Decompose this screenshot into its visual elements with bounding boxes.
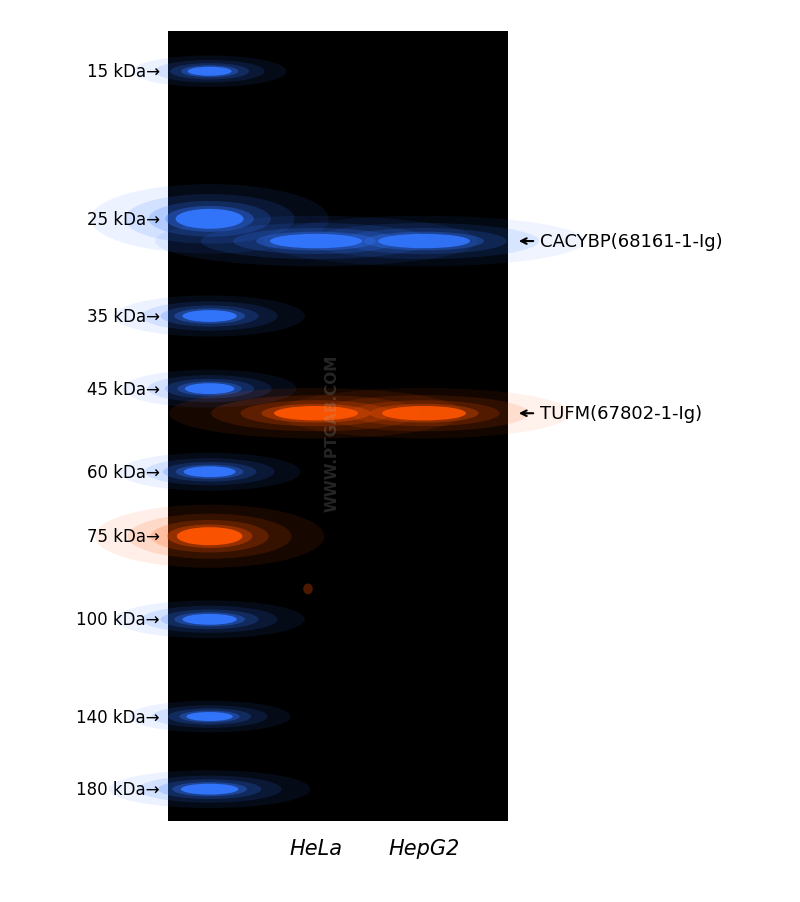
Ellipse shape (167, 525, 252, 548)
Ellipse shape (174, 309, 245, 325)
Ellipse shape (123, 370, 297, 408)
Text: 180 kDa→: 180 kDa→ (77, 780, 160, 798)
Ellipse shape (263, 216, 585, 267)
Ellipse shape (364, 233, 484, 251)
Ellipse shape (172, 782, 247, 796)
Ellipse shape (341, 229, 507, 254)
Text: 15 kDa→: 15 kDa→ (87, 63, 160, 81)
Text: 25 kDa→: 25 kDa→ (87, 210, 160, 228)
Ellipse shape (165, 380, 254, 399)
Ellipse shape (182, 614, 237, 625)
Ellipse shape (178, 382, 242, 396)
Ellipse shape (114, 296, 305, 337)
Ellipse shape (158, 779, 262, 799)
Text: 60 kDa→: 60 kDa→ (87, 464, 160, 481)
Text: 140 kDa→: 140 kDa→ (77, 708, 160, 726)
Bar (168, 32, 508, 821)
Ellipse shape (234, 229, 398, 254)
Ellipse shape (378, 235, 470, 249)
Ellipse shape (382, 407, 466, 421)
Ellipse shape (370, 404, 478, 423)
Ellipse shape (114, 601, 305, 639)
Ellipse shape (155, 216, 477, 267)
Ellipse shape (95, 505, 325, 568)
Ellipse shape (270, 235, 362, 249)
Ellipse shape (211, 396, 421, 432)
Ellipse shape (274, 407, 358, 421)
Ellipse shape (161, 306, 258, 327)
Text: CACYBP(68161-1-Ig): CACYBP(68161-1-Ig) (540, 233, 722, 251)
Ellipse shape (177, 528, 242, 546)
Text: 45 kDa→: 45 kDa→ (87, 381, 160, 398)
Ellipse shape (129, 701, 291, 732)
Ellipse shape (181, 67, 238, 78)
Ellipse shape (109, 770, 310, 808)
Ellipse shape (166, 207, 254, 233)
Ellipse shape (142, 606, 278, 633)
Ellipse shape (179, 711, 240, 723)
Ellipse shape (152, 705, 267, 728)
Ellipse shape (182, 311, 237, 323)
Ellipse shape (142, 302, 278, 331)
Ellipse shape (125, 195, 294, 244)
Ellipse shape (170, 64, 250, 80)
Ellipse shape (188, 68, 232, 77)
Ellipse shape (128, 514, 292, 559)
Ellipse shape (201, 224, 431, 260)
Ellipse shape (184, 467, 236, 478)
Ellipse shape (145, 459, 274, 486)
Text: 100 kDa→: 100 kDa→ (77, 611, 160, 629)
Ellipse shape (176, 209, 244, 229)
Ellipse shape (349, 400, 499, 427)
Ellipse shape (154, 61, 265, 84)
Circle shape (303, 584, 313, 594)
Ellipse shape (186, 713, 233, 722)
Ellipse shape (240, 400, 392, 427)
Ellipse shape (90, 185, 329, 254)
Ellipse shape (169, 389, 463, 439)
Text: 35 kDa→: 35 kDa→ (87, 308, 160, 326)
Ellipse shape (161, 610, 258, 630)
Ellipse shape (149, 202, 270, 237)
Ellipse shape (138, 776, 282, 803)
Text: TUFM(67802-1-Ig): TUFM(67802-1-Ig) (540, 405, 702, 423)
Ellipse shape (163, 463, 257, 482)
Ellipse shape (118, 454, 301, 492)
Ellipse shape (168, 709, 251, 725)
Text: 75 kDa→: 75 kDa→ (87, 528, 160, 546)
Ellipse shape (176, 465, 243, 479)
Ellipse shape (277, 389, 571, 439)
Ellipse shape (185, 383, 234, 394)
Ellipse shape (148, 375, 272, 402)
Ellipse shape (174, 612, 245, 627)
Ellipse shape (319, 396, 529, 432)
Ellipse shape (262, 404, 370, 423)
Ellipse shape (150, 520, 269, 553)
Text: HeLa: HeLa (290, 838, 342, 858)
Text: WWW.PTGAB.COM: WWW.PTGAB.COM (325, 354, 339, 511)
Ellipse shape (309, 224, 539, 260)
Ellipse shape (256, 233, 376, 251)
Ellipse shape (181, 784, 238, 795)
Text: HepG2: HepG2 (388, 838, 460, 858)
Ellipse shape (133, 56, 286, 88)
